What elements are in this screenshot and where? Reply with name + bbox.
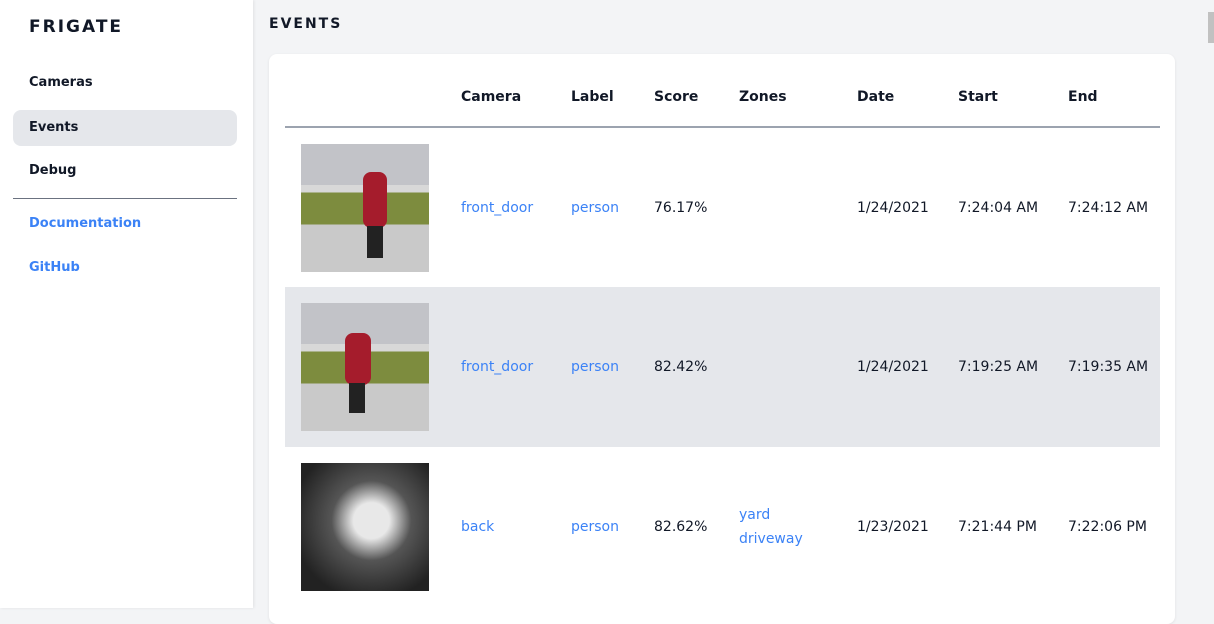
score: 82.62% bbox=[654, 519, 708, 535]
zones bbox=[739, 127, 857, 287]
end-time: 7:19:35 AM bbox=[1068, 287, 1160, 447]
page-title: EVENTS bbox=[269, 16, 343, 32]
camera-link[interactable]: front_door bbox=[461, 287, 571, 447]
date: 1/24/2021 bbox=[857, 287, 958, 447]
table-row[interactable]: front_door person 82.42% 1/24/2021 7:19:… bbox=[285, 287, 1160, 447]
table-row[interactable]: front_door person 76.17% 1/24/2021 7:24:… bbox=[285, 127, 1160, 287]
event-thumbnail[interactable] bbox=[301, 143, 429, 272]
end-time: 7:24:12 AM bbox=[1068, 199, 1149, 216]
date: 1/23/2021 bbox=[857, 519, 929, 535]
documentation-link[interactable]: Documentation bbox=[29, 216, 142, 231]
events-card: Camera Label Score Zones Date Start End … bbox=[269, 54, 1175, 624]
score: 82.42% bbox=[654, 287, 739, 447]
sidebar-divider bbox=[13, 198, 237, 199]
zones bbox=[739, 287, 857, 447]
zones: yard driveway bbox=[739, 447, 857, 607]
brand-logo[interactable]: FRIGATE bbox=[29, 17, 124, 37]
end-time: 7:22:06 PM bbox=[1068, 519, 1147, 535]
sidebar-item-cameras[interactable]: Cameras bbox=[29, 75, 93, 90]
date: 1/24/2021 bbox=[857, 199, 929, 216]
event-thumbnail[interactable] bbox=[301, 463, 429, 591]
camera-link[interactable]: back bbox=[461, 519, 495, 535]
camera-link[interactable]: front_door bbox=[461, 199, 534, 216]
sidebar: FRIGATE Cameras Events Debug Documentati… bbox=[0, 0, 253, 608]
header-zones: Zones bbox=[739, 54, 857, 128]
header-score: Score bbox=[654, 54, 739, 128]
score: 76.17% bbox=[654, 199, 708, 216]
scrollbar[interactable] bbox=[1206, 0, 1214, 608]
header-end: End bbox=[1068, 54, 1160, 128]
sidebar-item-debug[interactable]: Debug bbox=[29, 163, 77, 178]
start-time: 7:19:25 AM bbox=[958, 287, 1068, 447]
zone-link[interactable]: driveway bbox=[739, 531, 803, 547]
header-thumbnail bbox=[285, 54, 461, 128]
events-table: Camera Label Score Zones Date Start End … bbox=[285, 54, 1160, 607]
header-start: Start bbox=[958, 54, 1068, 128]
scrollbar-thumb[interactable] bbox=[1208, 12, 1214, 43]
table-row[interactable]: back person 82.62% yard driveway 1/23/202… bbox=[285, 447, 1160, 607]
github-link[interactable]: GitHub bbox=[29, 260, 80, 275]
zone-link[interactable]: yard bbox=[739, 507, 771, 523]
start-time: 7:24:04 AM bbox=[958, 199, 1039, 216]
label-link[interactable]: person bbox=[571, 287, 654, 447]
header-label: Label bbox=[571, 54, 654, 128]
table-header: Camera Label Score Zones Date Start End bbox=[285, 54, 1160, 128]
label-link[interactable]: person bbox=[571, 519, 619, 535]
header-date: Date bbox=[857, 54, 958, 128]
start-time: 7:21:44 PM bbox=[958, 519, 1037, 535]
sidebar-item-events[interactable]: Events bbox=[13, 110, 237, 146]
event-thumbnail[interactable] bbox=[301, 303, 429, 431]
label-link[interactable]: person bbox=[571, 199, 619, 216]
header-camera: Camera bbox=[461, 54, 571, 128]
